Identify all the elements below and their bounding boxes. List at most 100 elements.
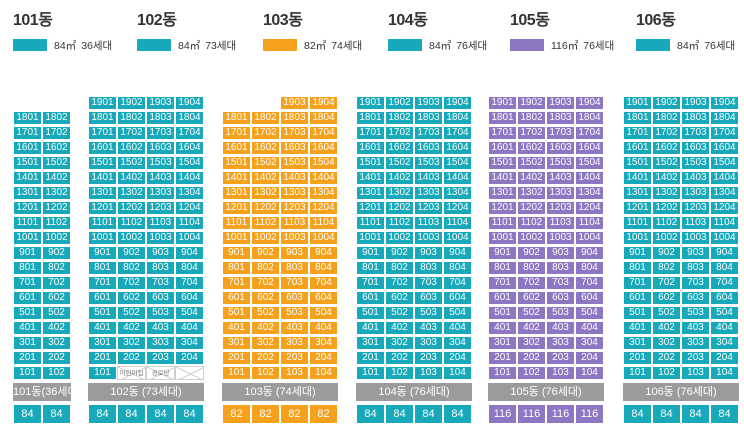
unit-cell: 904 — [175, 246, 204, 260]
unit-cell: 1603 — [146, 141, 175, 155]
unit-cell: 1601 — [488, 141, 517, 155]
unit-cell: 902 — [251, 246, 280, 260]
unit-cell: 1801 — [356, 111, 385, 125]
unit-cell: 704 — [575, 276, 604, 290]
unit-cell: 702 — [251, 276, 280, 290]
unit-size-cell: 84 — [624, 405, 651, 423]
unit-cell: 1204 — [710, 201, 739, 215]
unit-cell: 601 — [13, 291, 42, 305]
unit-cell: 702 — [517, 276, 546, 290]
unit-cell: 402 — [652, 321, 681, 335]
unit-cell: 1401 — [222, 171, 251, 185]
unit-cell: 1202 — [385, 201, 414, 215]
unit-cell: 704 — [175, 276, 204, 290]
unit-cell: 303 — [280, 336, 309, 350]
unit-cell: 401 — [356, 321, 385, 335]
unit-cell: 1804 — [443, 111, 472, 125]
unit-cell: 1301 — [623, 186, 652, 200]
unit-cell: 1004 — [575, 231, 604, 245]
unit-cell: 1801 — [13, 111, 42, 125]
unit-cell: 304 — [175, 336, 204, 350]
unit-cell: 504 — [710, 306, 739, 320]
unit-cell: 1602 — [517, 141, 546, 155]
unit-cell: 502 — [652, 306, 681, 320]
unit-cell: 1802 — [652, 111, 681, 125]
unit-cell: 202 — [517, 351, 546, 365]
unit-size-cell: 116 — [547, 405, 574, 423]
unit-cell: 1401 — [623, 171, 652, 185]
unit-cell: 402 — [251, 321, 280, 335]
unit-size-cell: 116 — [489, 405, 516, 423]
unit-cell: 502 — [517, 306, 546, 320]
unit-cell: 103 — [280, 366, 309, 380]
unit-cell: 1702 — [385, 126, 414, 140]
unit-cell: 403 — [280, 321, 309, 335]
unit-cell: 1404 — [575, 171, 604, 185]
unit-cell: 1001 — [13, 231, 42, 245]
unit-cell: 1401 — [488, 171, 517, 185]
unit-cell: 1304 — [443, 186, 472, 200]
unit-cell: 803 — [546, 261, 575, 275]
unit-cell: 1402 — [517, 171, 546, 185]
unit-cell: 1001 — [88, 231, 117, 245]
unit-cell: 1501 — [222, 156, 251, 170]
unit-cell: 901 — [488, 246, 517, 260]
unit-cell: 1201 — [356, 201, 385, 215]
unit-cell: 703 — [414, 276, 443, 290]
unit-cell: 301 — [488, 336, 517, 350]
unit-size-cell: 82 — [252, 405, 279, 423]
unit-cell: 1302 — [385, 186, 414, 200]
empty-cell — [175, 366, 204, 380]
unit-cell: 104 — [575, 366, 604, 380]
unit-cell: 502 — [385, 306, 414, 320]
unit-cell: 701 — [356, 276, 385, 290]
unit-cell: 1304 — [309, 186, 338, 200]
unit-cell: 1403 — [414, 171, 443, 185]
unit-cell: 401 — [488, 321, 517, 335]
unit-cell: 903 — [414, 246, 443, 260]
unit-cell: 1902 — [517, 96, 546, 110]
unit-cell: 1101 — [88, 216, 117, 230]
unit-cell: 1002 — [385, 231, 414, 245]
unit-cell: 504 — [575, 306, 604, 320]
unit-cell: 1704 — [443, 126, 472, 140]
unit-cell: 1601 — [13, 141, 42, 155]
unit-cell: 1901 — [623, 96, 652, 110]
unit-cell: 201 — [488, 351, 517, 365]
unit-cell: 1804 — [710, 111, 739, 125]
unit-cell: 804 — [575, 261, 604, 275]
legend-entry: 116㎡ 76세대 — [510, 38, 614, 52]
unit-cell: 304 — [309, 336, 338, 350]
unit-cell: 203 — [414, 351, 443, 365]
unit-cell: 1201 — [488, 201, 517, 215]
unit-cell: 1103 — [280, 216, 309, 230]
building-summary-bar: 101동(36세대) — [13, 383, 81, 401]
unit-cell: 203 — [146, 351, 175, 365]
unit-cell: 401 — [623, 321, 652, 335]
unit-cell: 1701 — [13, 126, 42, 140]
unit-cell: 1102 — [385, 216, 414, 230]
unit-cell: 1303 — [280, 186, 309, 200]
unit-cell: 404 — [309, 321, 338, 335]
unit-size-cell: 84 — [14, 405, 41, 423]
unit-cell: 501 — [623, 306, 652, 320]
unit-cell: 904 — [710, 246, 739, 260]
unit-cell: 1101 — [623, 216, 652, 230]
unit-cell: 202 — [42, 351, 71, 365]
unit-cell: 1301 — [488, 186, 517, 200]
unit-cell: 1103 — [681, 216, 710, 230]
unit-cell: 303 — [146, 336, 175, 350]
unit-cell: 1502 — [517, 156, 546, 170]
legend-size: 116㎡ — [551, 39, 579, 52]
unit-size-cell: 84 — [386, 405, 413, 423]
unit-cell: 1402 — [117, 171, 146, 185]
unit-cell: 503 — [681, 306, 710, 320]
unit-cell: 1003 — [414, 231, 443, 245]
unit-cell: 901 — [13, 246, 42, 260]
unit-cell: 1402 — [652, 171, 681, 185]
unit-cell: 303 — [546, 336, 575, 350]
unit-cell: 1403 — [681, 171, 710, 185]
unit-cell: 1102 — [652, 216, 681, 230]
unit-cell: 1204 — [175, 201, 204, 215]
unit-cell: 703 — [146, 276, 175, 290]
